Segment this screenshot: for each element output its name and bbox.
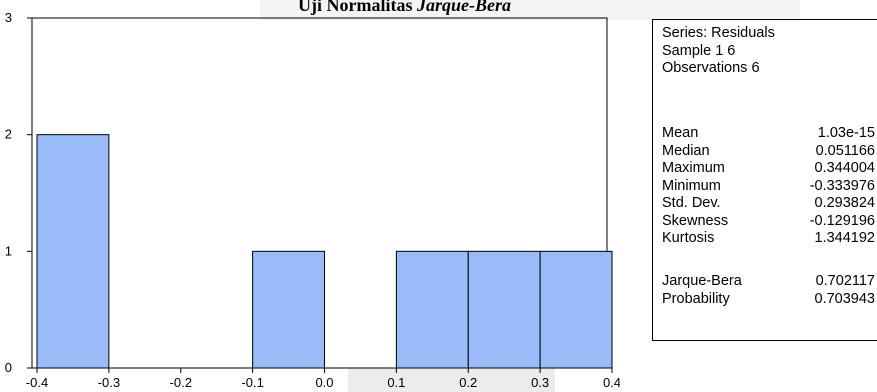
stat-row: Mean 1.03e-15 <box>662 125 877 143</box>
observations-line: Observations 6 <box>662 60 760 76</box>
histogram-bar <box>395 250 469 369</box>
stat-row: Jarque-Bera 0.702117 <box>662 273 877 291</box>
x-tick-label: -0.4 <box>26 375 48 390</box>
stat-row: Minimum -0.333976 <box>662 178 877 196</box>
sample-line: Sample 1 6 <box>662 42 736 59</box>
y-tick-label: 3 <box>5 10 12 25</box>
stat-value: 0.702117 <box>815 273 875 289</box>
y-tick-label: 1 <box>5 243 12 258</box>
stat-value: 1.03e-15 <box>817 125 875 141</box>
stat-row: Maximum 0.344004 <box>662 160 877 178</box>
x-tick-label: -0.1 <box>241 375 263 390</box>
stat-label: Median <box>662 142 710 159</box>
histogram-bar <box>467 250 541 369</box>
histogram-bar <box>539 250 613 369</box>
series-line: Series: Residuals <box>662 25 775 41</box>
stat-value: 1.344192 <box>814 230 875 246</box>
histogram-chart: -0.4 -0.3 -0.2 -0.1 0.0 0.1 0.2 0.3 0.4 0 1 2 3 <box>5 10 620 390</box>
stat-row: Probability 0.703943 <box>662 291 877 309</box>
stat-label: Kurtosis <box>662 230 715 246</box>
x-tick-label: 0.0 <box>315 375 333 390</box>
histogram-bar <box>252 250 325 369</box>
x-tick-label: 0.4 <box>603 375 620 390</box>
x-tick-label: 0.3 <box>531 375 549 390</box>
stat-value: 0.051166 <box>815 142 875 159</box>
watermark-band <box>260 0 800 20</box>
stat-label: Probability <box>662 290 730 307</box>
stat-row: Median 0.051166 <box>662 143 877 161</box>
chart-title-italic: Jarque-Bera <box>416 0 511 15</box>
histogram-bar <box>36 134 110 369</box>
x-tick-label: 0.1 <box>387 375 405 390</box>
stat-value: -0.333976 <box>809 177 875 194</box>
stat-label: Skewness <box>662 212 729 229</box>
stat-label: Std. Dev. <box>662 195 721 211</box>
stat-row: Kurtosis 1.344192 <box>662 230 877 248</box>
chart-title-prefix: Uji Normalitas <box>298 0 413 15</box>
x-tick-label: -0.3 <box>98 375 120 390</box>
stat-value: 0.703943 <box>814 290 875 307</box>
y-tick-label: 2 <box>5 127 12 142</box>
stat-label: Maximum <box>662 160 725 176</box>
stat-value: -0.129196 <box>809 212 875 229</box>
stat-value: 0.344004 <box>814 160 875 176</box>
stat-row: Skewness -0.129196 <box>662 213 877 231</box>
stat-label: Jarque-Bera <box>662 273 742 289</box>
stat-row: Std. Dev. 0.293824 <box>662 195 877 213</box>
stat-label: Mean <box>662 125 699 141</box>
y-tick-label: 0 <box>5 360 12 375</box>
watermark-block <box>348 368 555 392</box>
stat-label: Minimum <box>662 177 721 194</box>
x-tick-label: 0.2 <box>459 375 477 390</box>
statistics-panel: Series: Residuals Sample 1 6 Observation… <box>652 19 877 341</box>
stats-header: Series: Residuals Sample 1 6 Observation… <box>662 25 775 78</box>
stat-value: 0.293824 <box>814 195 875 211</box>
x-tick-label: -0.2 <box>170 375 192 390</box>
chart-title: Uji Normalitas Jarque-Bera <box>298 0 511 16</box>
